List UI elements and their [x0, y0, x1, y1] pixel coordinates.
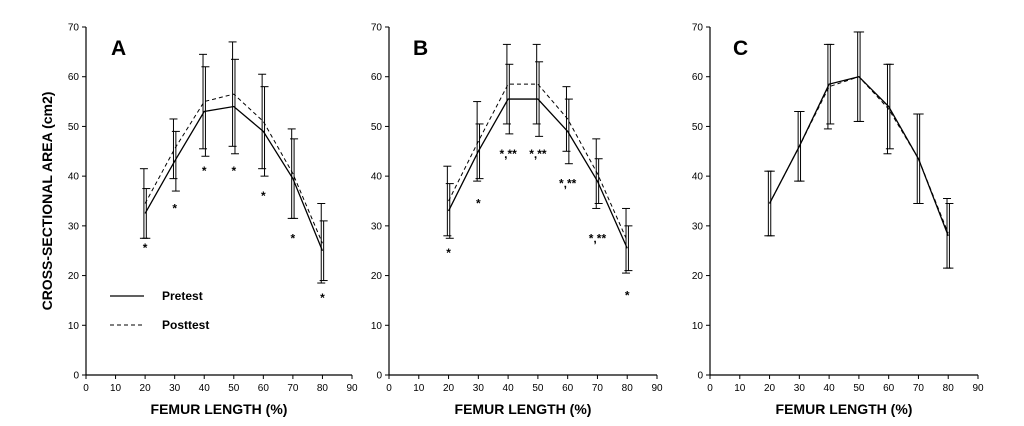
panel-c-x-axis-title: FEMUR LENGTH (%)	[776, 401, 913, 417]
x-tick-label: 70	[592, 383, 604, 394]
x-tick-label: 30	[473, 383, 485, 394]
significance-marker: *,**	[589, 231, 607, 245]
y-tick-label: 20	[68, 271, 80, 282]
panel-a-plot-area: 0 10 20 30 40 50 60 70 0 10 20 30 40 50 60 70 80 90 * * * * * *…	[68, 23, 358, 395]
y-tick-label: 20	[371, 271, 383, 282]
y-tick-label: 0	[73, 371, 79, 382]
x-tick-label: 30	[169, 383, 181, 394]
panel-b-plot-area: 0 10 20 30 40 50 60 70 0 10 20 30 40 50 60 70 80 90 * * *,**…	[371, 23, 663, 395]
y-tick-label: 30	[371, 221, 383, 232]
y-tick-label: 0	[376, 371, 382, 382]
y-tick-label: 50	[371, 122, 383, 133]
x-tick-label: 70	[287, 383, 299, 394]
significance-marker: *,**	[529, 147, 547, 161]
panel-b: B FEMUR LENGTH (%) 0 10 20 30 40 50 60 70 0 10 20 3…	[371, 23, 663, 418]
x-tick-label: 20	[443, 383, 455, 394]
x-tick-label: 10	[734, 383, 746, 394]
panel-c-plot-area: 0 10 20 30 40 50 60 70 0 10 20 30 40 50 60 70 80 90	[692, 23, 984, 395]
x-tick-label: 90	[346, 383, 358, 394]
y-tick-label: 60	[692, 72, 704, 83]
x-tick-label: 40	[503, 383, 515, 394]
y-tick-label: 50	[68, 122, 80, 133]
y-tick-label: 30	[692, 221, 704, 232]
x-tick-label: 20	[764, 383, 776, 394]
y-tick-label: 0	[697, 371, 703, 382]
panel-c-letter: C	[733, 37, 748, 60]
x-tick-label: 50	[853, 383, 865, 394]
significance-marker: *	[625, 288, 630, 302]
y-tick-label: 70	[371, 23, 383, 34]
x-tick-label: 30	[794, 383, 806, 394]
y-tick-label: 70	[692, 23, 704, 34]
y-axis-title: CROSS-SECTIONAL AREA (cm2)	[39, 92, 55, 311]
y-tick-label: 40	[692, 172, 704, 183]
y-tick-label: 40	[68, 172, 80, 183]
panel-b-letter: B	[413, 37, 428, 60]
x-tick-label: 50	[532, 383, 544, 394]
series-pretest-line	[768, 75, 949, 237]
x-tick-label: 90	[972, 383, 984, 394]
significance-marker: *	[446, 246, 451, 260]
significance-marker: *	[476, 196, 481, 210]
y-tick-label: 50	[692, 122, 704, 133]
x-tick-label: 70	[913, 383, 925, 394]
series-posttest-line	[769, 76, 949, 234]
x-tick-label: 10	[110, 383, 122, 394]
x-tick-label: 80	[622, 383, 634, 394]
panel-b-x-axis-title: FEMUR LENGTH (%)	[455, 401, 592, 417]
x-tick-label: 40	[824, 383, 836, 394]
x-tick-label: 80	[317, 383, 329, 394]
y-tick-label: 10	[371, 321, 383, 332]
significance-marker: *	[231, 164, 236, 178]
y-tick-label: 10	[68, 321, 80, 332]
x-tick-label: 60	[883, 383, 895, 394]
legend-pretest-label: Pretest	[162, 289, 203, 303]
x-tick-label: 90	[651, 383, 663, 394]
panel-c: C FEMUR LENGTH (%) 0 10 20 30 40 50 60 70 0 10 20 3…	[692, 23, 984, 418]
legend: Pretest Posttest	[110, 289, 209, 332]
panel-a: A FEMUR LENGTH (%) 0 10 20 30 40 50 60 70 0 10 20 3…	[68, 23, 358, 418]
significance-marker: *	[202, 164, 207, 178]
y-tick-label: 60	[371, 72, 383, 83]
x-tick-label: 20	[140, 383, 152, 394]
legend-posttest-label: Posttest	[162, 318, 209, 332]
y-tick-label: 10	[692, 321, 704, 332]
x-tick-label: 40	[199, 383, 211, 394]
x-tick-label: 80	[943, 383, 955, 394]
significance-marker: *	[320, 291, 325, 305]
y-tick-label: 70	[68, 23, 80, 34]
series-posttest-line	[144, 93, 323, 244]
x-tick-label: 60	[562, 383, 574, 394]
x-tick-label: 0	[707, 383, 713, 394]
panel-a-x-axis-title: FEMUR LENGTH (%)	[151, 401, 288, 417]
significance-marker: *,**	[559, 177, 577, 191]
x-tick-label: 0	[386, 383, 392, 394]
x-tick-label: 0	[83, 383, 89, 394]
x-tick-label: 10	[413, 383, 425, 394]
significance-marker: *	[261, 189, 266, 203]
y-tick-label: 30	[68, 221, 80, 232]
y-tick-label: 40	[371, 172, 383, 183]
panel-a-letter: A	[111, 37, 126, 60]
significance-marker: *	[172, 201, 177, 215]
x-tick-label: 60	[258, 383, 270, 394]
series-posttest-line	[448, 83, 628, 241]
significance-marker: *	[291, 231, 296, 245]
series-pretest-line	[447, 98, 628, 249]
significance-marker: *,**	[499, 147, 517, 161]
y-tick-label: 20	[692, 271, 704, 282]
x-tick-label: 50	[228, 383, 240, 394]
series-pretest-line	[144, 105, 324, 251]
significance-marker: *	[143, 241, 148, 255]
y-tick-label: 60	[68, 72, 80, 83]
